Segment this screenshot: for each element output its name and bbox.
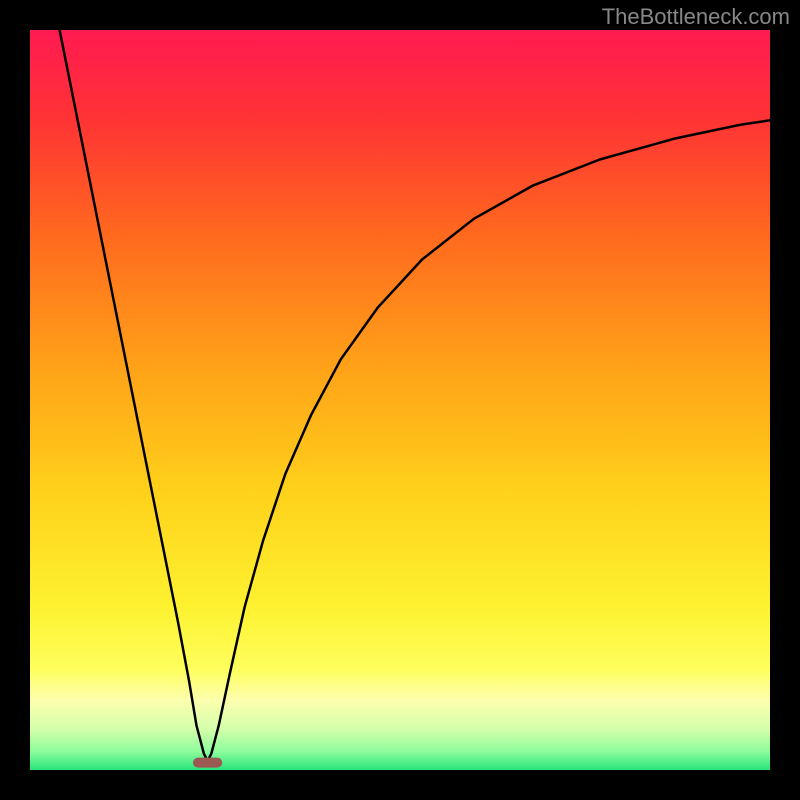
plot-svg [30,30,770,770]
plot-background [30,30,770,770]
watermark-text: TheBottleneck.com [602,4,790,30]
chart-container: { "watermark": { "text": "TheBottleneck.… [0,0,800,800]
